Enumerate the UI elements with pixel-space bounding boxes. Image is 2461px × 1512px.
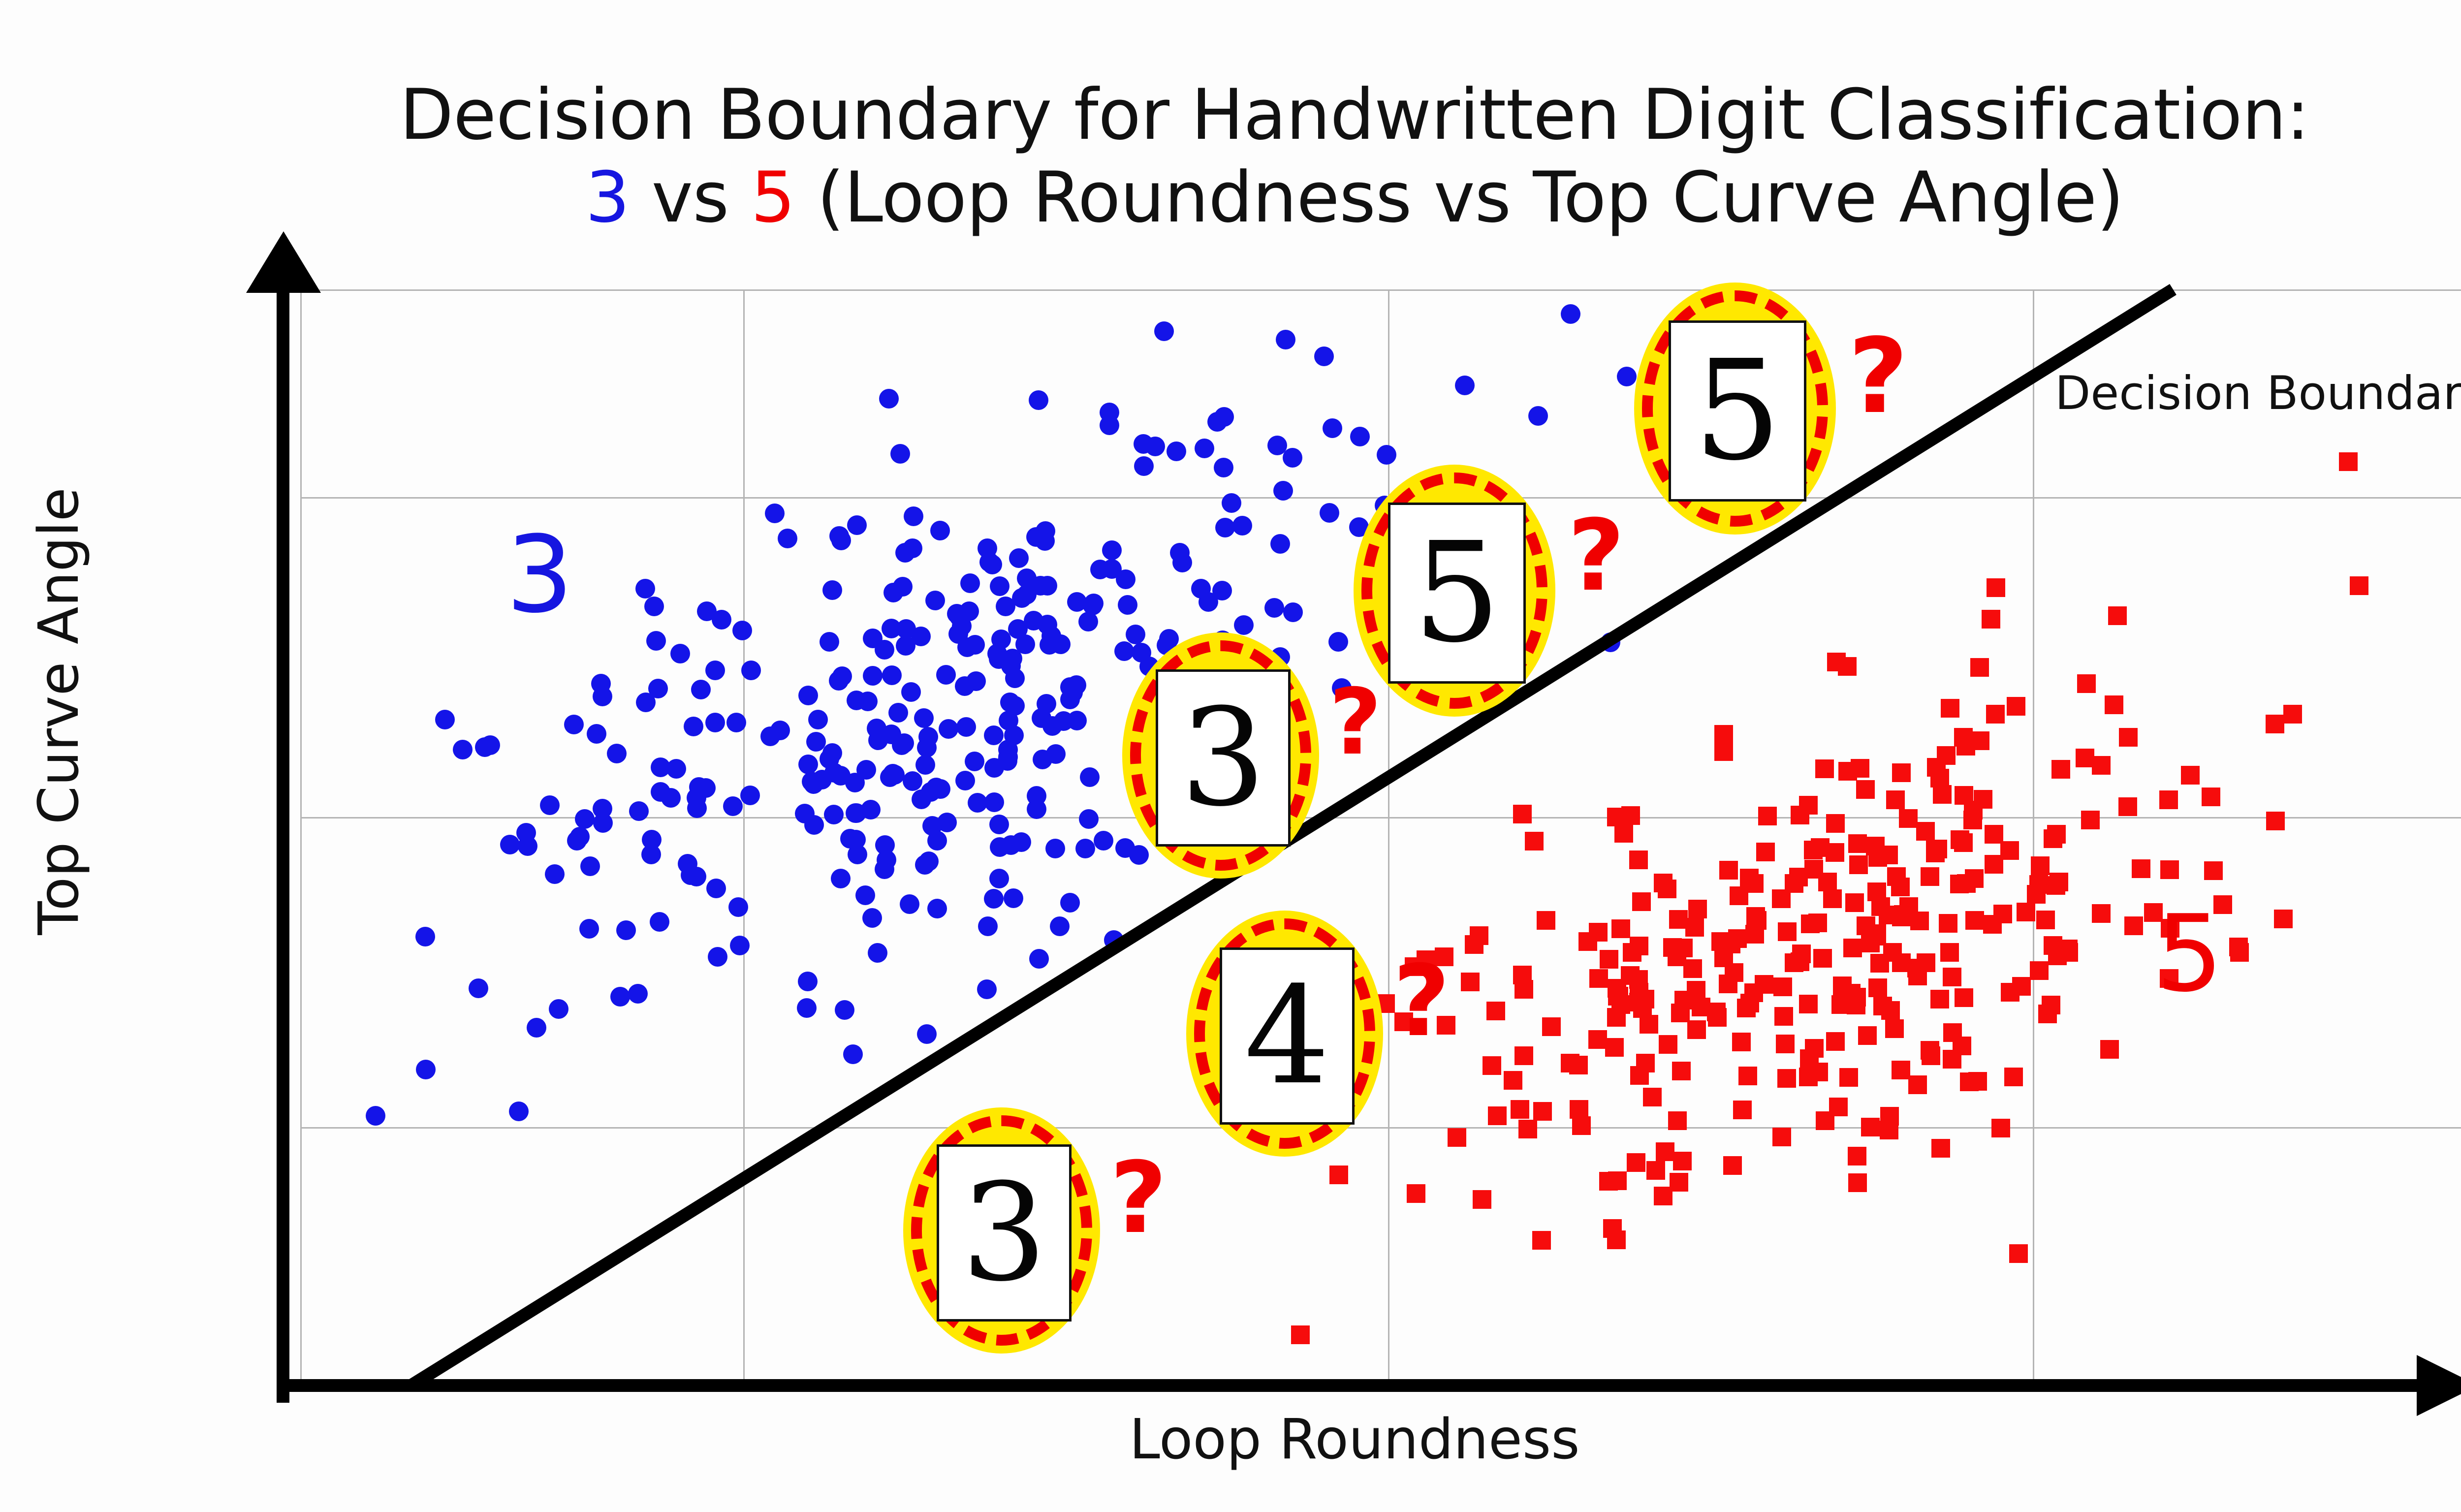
question-mark-annotation: ? — [1848, 316, 1908, 437]
digit-thumbnail: 3 — [1156, 669, 1291, 847]
title-vs-text: vs — [630, 157, 751, 238]
class-label-5: 5 — [2156, 892, 2223, 1015]
title-line-1: Decision Boundary for Handwritten Digit … — [400, 74, 2309, 156]
digit-thumbnail: 3 — [937, 1144, 1072, 1322]
y-axis-arrow-icon — [246, 231, 321, 293]
digit-glyph: 3 — [1180, 680, 1266, 836]
digit-thumbnail: 5 — [1388, 502, 1526, 684]
digit-thumbnail: 5 — [1668, 320, 1807, 502]
highlighted-sample[interactable]: 5 — [1634, 282, 1836, 535]
highlighted-sample[interactable]: 3 — [1122, 632, 1319, 879]
gridline-horizontal — [300, 817, 2461, 819]
y-axis-label: Top Curve Angle — [27, 487, 91, 935]
chart-title: Decision Boundary for Handwritten Digit … — [0, 74, 2461, 239]
gridline-vertical — [2033, 289, 2034, 1386]
x-axis-arrow-icon — [2417, 1355, 2461, 1416]
highlighted-sample[interactable]: 4 — [1186, 911, 1383, 1157]
digit-glyph: 5 — [1413, 512, 1501, 673]
title-digit-5: 5 — [751, 157, 795, 238]
question-mark-annotation: ? — [1568, 499, 1625, 613]
digit-glyph: 3 — [961, 1155, 1047, 1311]
question-mark-annotation: ? — [1110, 1141, 1167, 1256]
digit-glyph: 4 — [1244, 958, 1330, 1114]
x-axis-label: Loop Roundness — [1129, 1408, 1580, 1472]
highlighted-sample[interactable]: 3 — [903, 1107, 1100, 1354]
highlighted-sample[interactable]: 5 — [1354, 464, 1555, 717]
decision-boundary-label: Decision Boundary — [2055, 367, 2461, 420]
gridline-vertical — [743, 289, 745, 1386]
gridline-vertical — [300, 289, 302, 1386]
gridline-vertical — [1388, 289, 1389, 1386]
x-axis-line — [283, 1379, 2449, 1392]
gridline-horizontal — [300, 1127, 2461, 1129]
title-features-text: (Loop Roundness vs Top Curve Angle) — [795, 157, 2124, 238]
question-mark-annotation: ? — [1329, 669, 1382, 775]
title-digit-3: 3 — [585, 157, 630, 238]
digit-thumbnail: 4 — [1220, 947, 1355, 1125]
class-label-3: 3 — [506, 513, 573, 636]
digit-glyph: 5 — [1693, 330, 1781, 491]
title-line-2: 3 vs 5 (Loop Roundness vs Top Curve Angl… — [0, 157, 2461, 239]
y-axis-line — [277, 276, 289, 1403]
gridline-horizontal — [300, 289, 2461, 291]
question-mark-annotation: ? — [1393, 944, 1451, 1059]
